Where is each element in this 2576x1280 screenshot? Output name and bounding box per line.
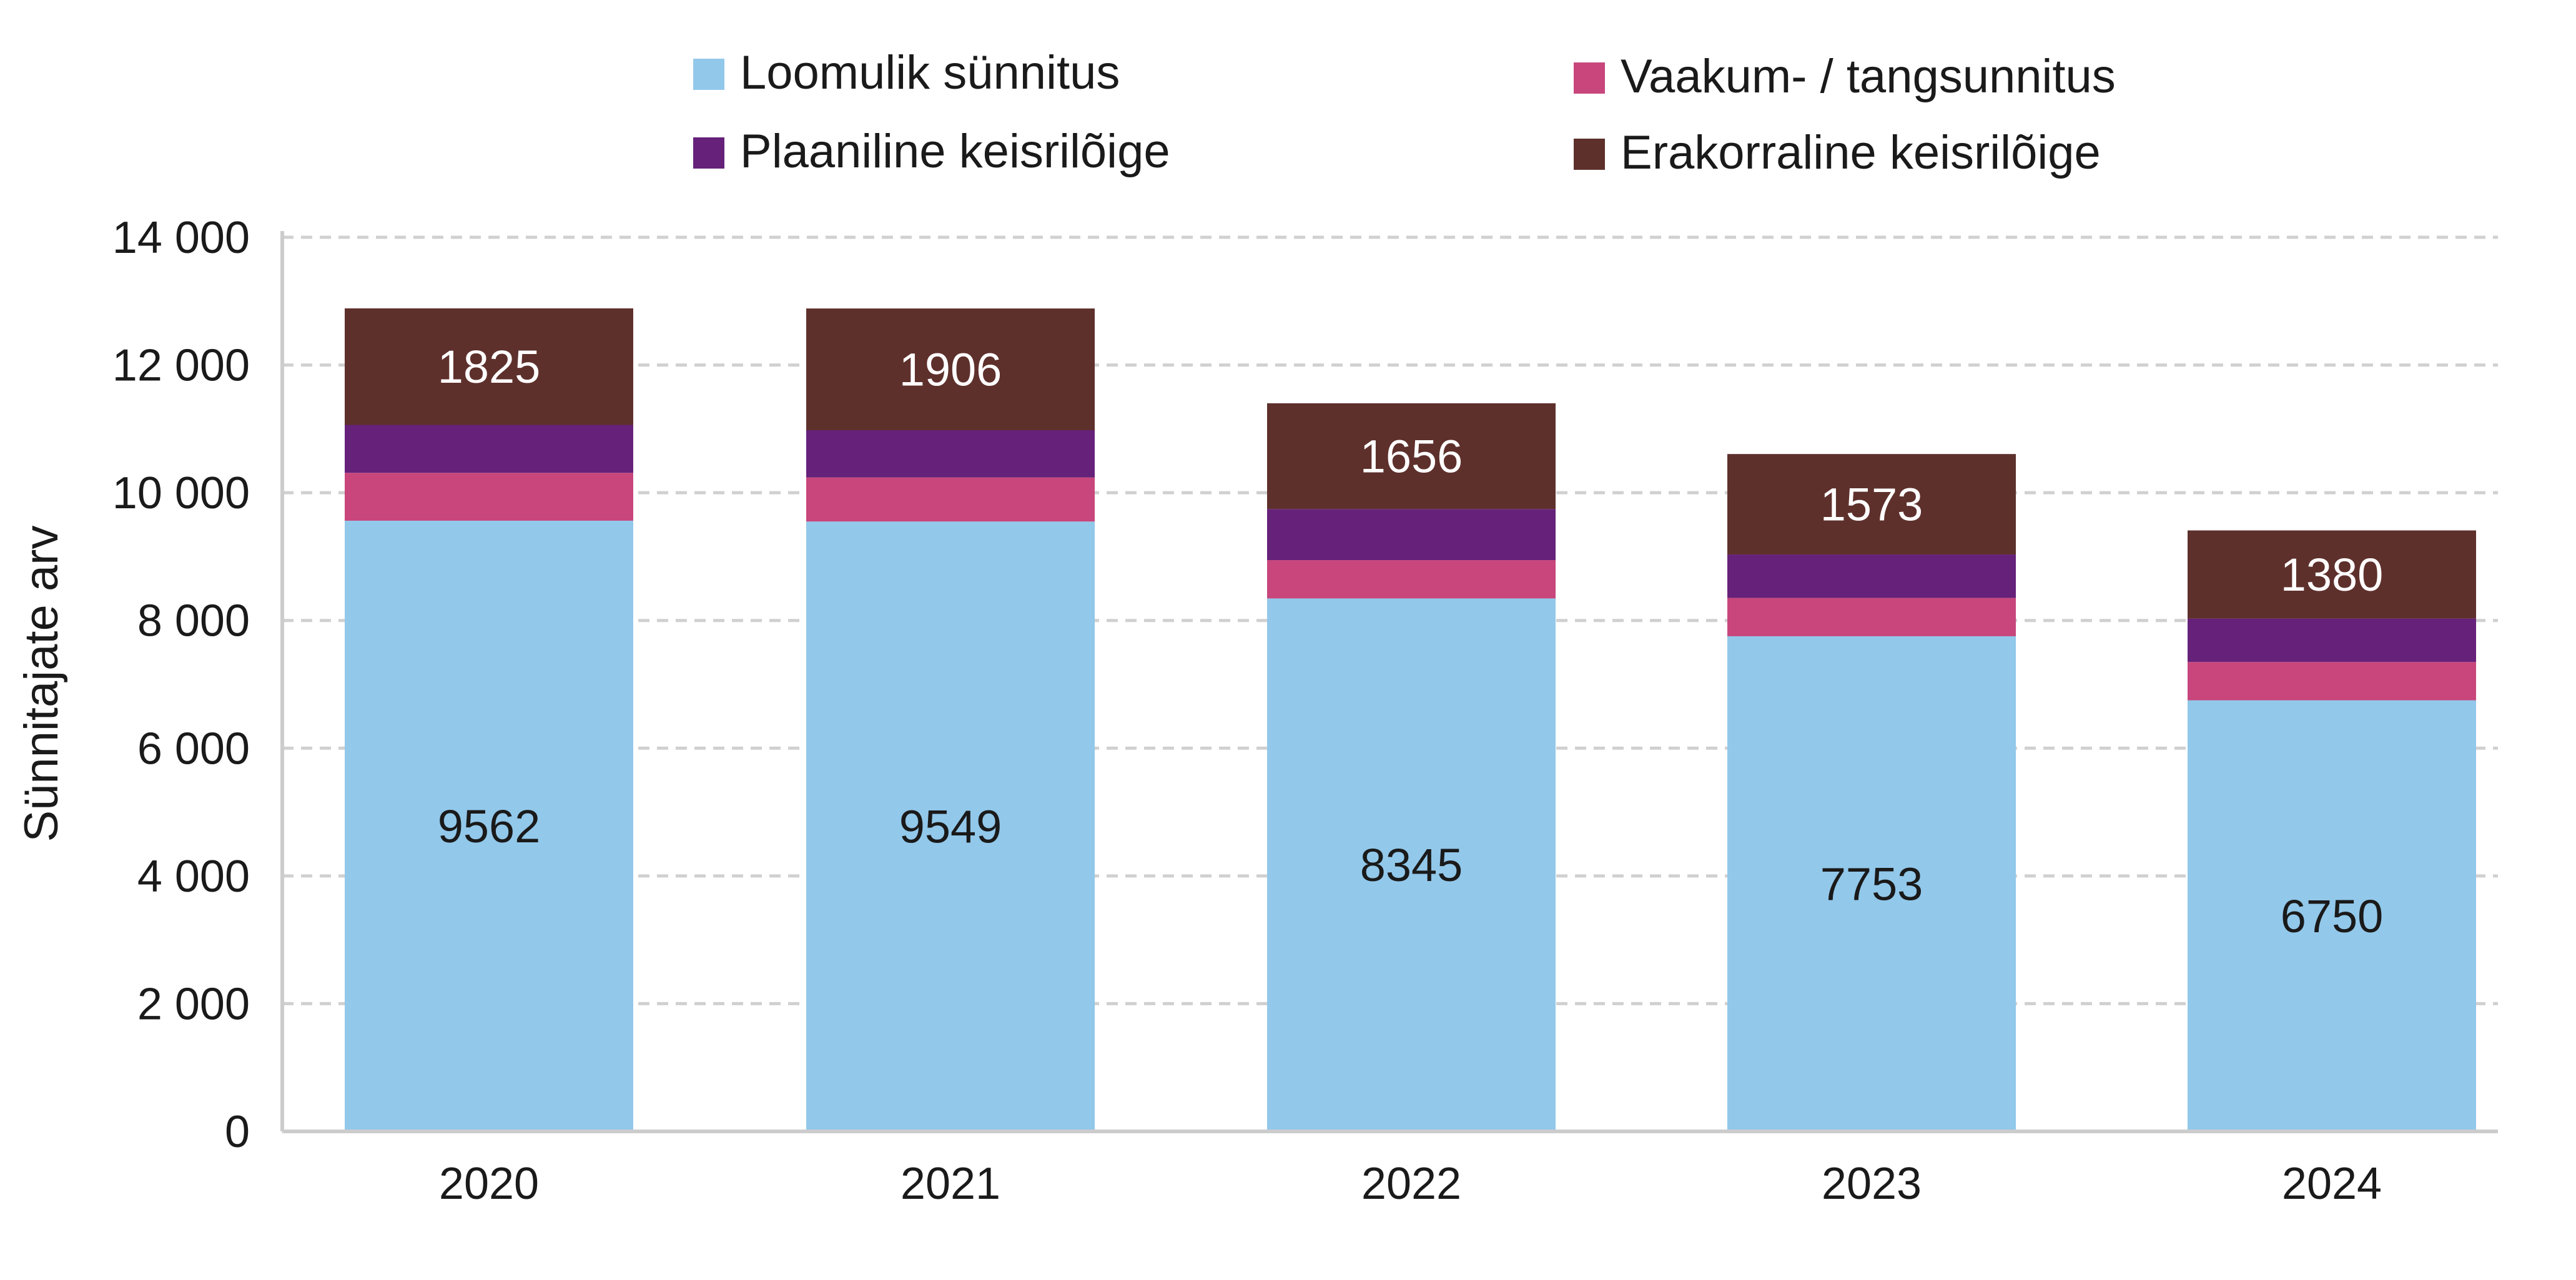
bar-segment [1727,598,2016,636]
bar-segment [345,520,633,1131]
axes: 0 2 000 4 000 6 000 8 000 10 000 12 000 14 000 2… [112,213,2498,1209]
x-tick-label: 2020 [439,1159,539,1209]
bar-segment [2188,700,2476,1131]
y-tick-label: 14 000 [112,213,250,263]
bar-segment [2188,662,2476,701]
data-label: 1906 [899,344,1002,396]
bar-segment [1267,560,1556,599]
bar-segment [806,308,1095,431]
x-tick-label: 2022 [1361,1159,1461,1209]
data-labels: 9562 1825 9549 1906 8345 1656 7753 1573 6750 1380 [438,341,2384,942]
legend-label: Erakorraline keisrilõige [1621,126,2101,179]
bar-segment [2188,618,2476,662]
data-label: 1825 [438,341,541,393]
bars [345,308,2476,1131]
data-label: 9549 [899,801,1002,853]
legend-swatch [693,59,724,90]
y-tick-label: 8 000 [137,596,250,646]
legend-swatch [1574,62,1605,94]
bar-segment [1267,403,1556,510]
y-tick-label: 2 000 [137,979,250,1029]
y-tick-label: 6 000 [137,724,250,774]
bar-segment [345,425,633,473]
legend-label: Plaaniline keisrilõige [740,125,1170,178]
bar-segment [1267,509,1556,561]
data-label: 6750 [2281,890,2384,942]
bar-segment [1727,636,2016,1131]
bar-segment [1267,598,1556,1131]
x-tick-label: 2023 [1822,1159,1922,1209]
bar-segment [806,477,1095,522]
data-label: 1380 [2281,549,2384,601]
data-label: 9562 [438,800,541,852]
data-label: 7753 [1820,858,1923,910]
legend-label: Loomulik sünnitus [740,46,1120,99]
y-axis-title: Sünnitajate arv [15,526,68,842]
bar-segment [345,473,633,521]
y-tick-label: 12 000 [112,341,250,391]
bar-segment [2188,530,2476,619]
data-label: 1573 [1820,479,1923,531]
y-tick-label: 0 [225,1107,250,1157]
y-tick-label: 4 000 [137,852,250,902]
legend-swatch [693,137,724,169]
bar-segment [806,521,1095,1131]
bar-segment [345,308,633,425]
legend-label: Vaakum- / tangsunnitus [1621,50,2116,103]
bar-segment [806,430,1095,478]
data-label: 8345 [1360,839,1463,891]
bar-segment [1727,554,2016,598]
x-tick-label: 2024 [2282,1159,2382,1209]
data-label: 1656 [1360,431,1463,483]
y-tick-label: 10 000 [112,468,250,518]
x-tick-label: 2021 [901,1159,1000,1209]
legend-swatch [1574,139,1605,170]
legend: Loomulik sünnitus Vaakum- / tangsunnitus P… [693,46,2116,179]
bar-segment [1727,454,2016,555]
